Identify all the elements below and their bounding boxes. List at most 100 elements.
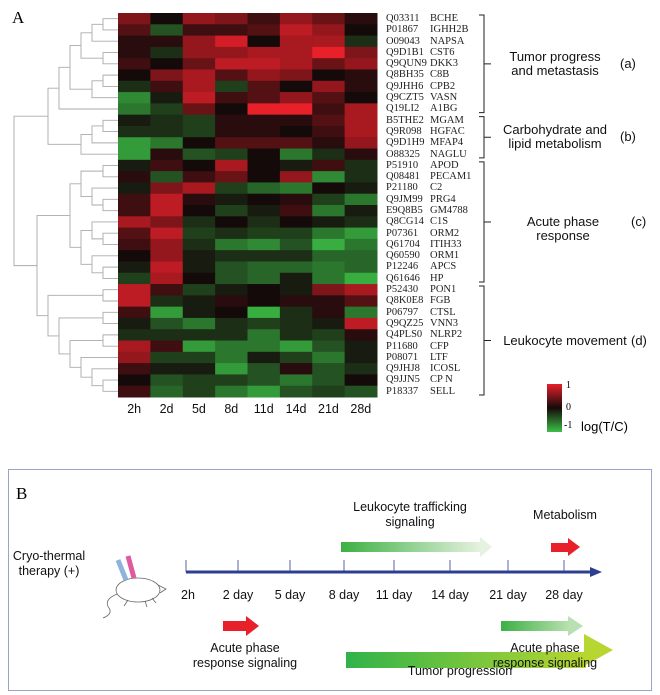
heatmap-cell-A1BG-8d [215,103,248,116]
heatmap-cell-ITIH33-11d [247,238,281,251]
row-id-label: Q9JHJ8 [386,363,420,375]
timeline-tick-label: 2 day [222,588,254,602]
heatmap-cell-ORM2-14d [279,227,313,240]
heatmap-cell-BCHE-28d [344,13,378,25]
row-id-label: Q9QUN9 [386,58,427,70]
heatmap-cell-CST6-14d [279,46,313,59]
heatmap-cell-CTSL-21d [312,306,346,319]
heatmap-cell-C8B-5d [182,69,216,82]
row-gene-label: CFP [430,340,449,352]
heatmap-cell-ICOSL-11d [247,363,281,375]
heatmap-cell-BCHE-21d [312,13,346,25]
acute-late-label: Acute phase response signaling [475,641,615,671]
legend-tick-min: -1 [564,420,573,431]
heatmap-cell-NLRP2-2d [150,329,184,342]
row-gene-label: SELL [430,385,456,397]
heatmap-cell-HGFAC-2h [118,125,151,138]
row-id-label: P08071 [386,351,419,363]
row-id-label: Q8BH35 [386,69,424,81]
tumor-label: Tumor progression [407,664,513,678]
heatmap-cell-GM4788-5d [182,205,216,217]
heatmap-cell-HP-2d [150,272,184,285]
heatmap-cell-VNN3-14d [279,317,313,330]
group-label: Carbohydrate and lipid metabolism [492,123,618,151]
heatmap-cell-NAGLU-8d [215,148,248,161]
heatmap-cell-FGB-14d [279,295,313,308]
heatmap-cell-A1BG-14d [279,103,313,116]
heatmap-cell-GM4788-28d [344,205,378,217]
treatment-line2: therapy (+) [18,564,80,578]
heatmap-cell-FGB-28d [344,295,378,308]
heatmap-cell-VASN-14d [279,92,313,104]
heatmap-cell-VNN3-5d [182,317,216,330]
row-id-label: Q9D1B1 [386,46,424,58]
heatmap-cell-C8B-21d [312,69,346,82]
row-gene-label: CPB2 [430,80,456,92]
heatmap-cell-CTSL-11d [247,306,281,319]
row-id-label: P11680 [386,340,418,352]
heatmap-cell-C8B-28d [344,69,378,82]
row-gene-label: CP N [430,374,453,386]
row-id-label: Q8K0E8 [386,295,424,307]
heatmap-cell-FGB-11d [247,295,281,308]
heatmap-cell-MFAP4-11d [247,137,281,150]
group-label-line1: Acute phase response [526,213,600,243]
heatmap-cell-LTF-2d [150,351,184,364]
heatmap-cell-BCHE-8d [215,13,248,25]
heatmap-cell-CTSL-8d [215,306,248,319]
row-id-label: Q8CG14 [386,216,424,228]
row-gene-label: NAPSA [430,35,465,47]
heatmap-cell-LTF-28d [344,351,378,364]
heatmap-cell-CPB2-2d [150,80,184,93]
heatmap-cell-FGB-2d [150,295,184,308]
heatmap-cell-PRG4-14d [279,193,313,206]
heatmap-cell-APOD-8d [215,159,248,172]
heatmap-cell-ORM1-8d [215,250,248,262]
leukocyte-line2: signaling [385,515,435,529]
heatmap-cell-NAPSA-2h [118,35,151,48]
group-bracket [479,14,491,114]
row-gene-label: PON1 [430,284,457,296]
row-gene-label: PRG4 [430,193,456,205]
heatmap-cell-PRG4-8d [215,193,248,206]
heatmap-cell-C1S-11d [247,216,281,229]
heatmap-cell-ORM2-2d [150,227,184,240]
leukocyte-label: Leukocyte trafficking signaling [330,500,490,530]
leukocyte-line1: Leukocyte trafficking [353,500,467,514]
heatmap-cell-NAGLU-2d [150,148,184,161]
row-gene-label: ITIH33 [430,238,462,250]
heatmap-cell-PRG4-2d [150,193,184,206]
heatmap-cell-VASN-28d [344,92,378,104]
heatmap-cell-NAPSA-5d [182,35,216,48]
heatmap-cell-PRG4-11d [247,193,281,206]
heatmap-cell-PECAM1-21d [312,171,346,183]
row-id-label: Q61704 [386,238,420,250]
heatmap-cell-ITIH33-5d [182,238,216,251]
row-id-label: Q9JJN5 [386,374,420,386]
heatmap-cell-APCS-28d [344,261,378,274]
tumor-arrow [346,634,613,668]
heatmap-cell-HGFAC-5d [182,125,216,138]
heatmap-cell-HGFAC-2d [150,125,184,138]
heatmap-cell-ORM1-5d [182,250,216,262]
heatmap-cell-CPB2-28d [344,80,378,93]
heatmap-cell-VNN3-8d [215,317,248,330]
heatmap-cell-PRG4-21d [312,193,346,206]
row-gene-label: NLRP2 [430,329,463,341]
heatmap-cell-CFP-21d [312,340,346,353]
heatmap-cell-CPB2-2h [118,80,151,93]
row-id-label: P18337 [386,385,419,397]
heatmap-cell-FGB-5d [182,295,216,308]
row-gene-label: C1S [430,216,449,228]
heatmap-cell-APCS-14d [279,261,313,274]
treatment-label: Cryo-thermal therapy (+) [4,549,94,579]
heatmap-cell-SELL-5d [182,385,216,398]
heatmap-cell-A1BG-2h [118,103,151,116]
row-id-label: E9Q8B5 [386,205,423,216]
heatmap-cell-CPB2-14d [279,80,313,93]
heatmap-cell-CPB2-5d [182,80,216,93]
axis-arrowhead [590,567,602,577]
heatmap-cell-LTF-8d [215,351,248,364]
heatmap-cell-ORM1-2h [118,250,151,262]
heatmap-cell-NAPSA-2d [150,35,184,48]
